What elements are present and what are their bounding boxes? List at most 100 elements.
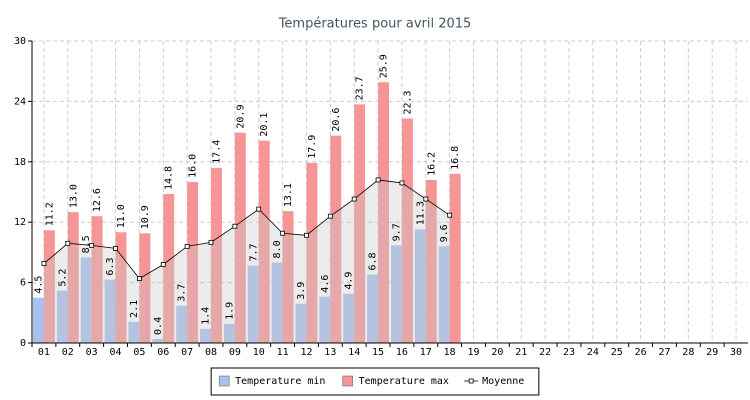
legend-swatch [342, 375, 353, 387]
data-label: 16.2 [426, 152, 437, 176]
x-tick-label: 22 [539, 347, 551, 358]
data-label: 8.5 [81, 235, 92, 253]
x-tick-label: 19 [468, 347, 480, 358]
x-tick-label: 07 [181, 347, 193, 358]
marker [89, 242, 95, 248]
bar [223, 323, 235, 343]
data-label: 9.7 [391, 223, 402, 241]
bar [104, 279, 116, 343]
x-tick-label: 23 [563, 347, 575, 358]
x-tick-label: 13 [324, 347, 336, 358]
data-label: 20.6 [331, 108, 342, 132]
marker [113, 245, 118, 251]
data-label: 8.0 [272, 240, 283, 258]
legend-label: Moyenne [482, 376, 524, 387]
bar [67, 212, 79, 343]
bar [187, 181, 199, 343]
y-tick-label: 30 [14, 36, 26, 47]
x-tick-label: 05 [133, 347, 145, 358]
bar [306, 162, 318, 343]
x-tick-label: 03 [86, 347, 98, 358]
bar [33, 297, 44, 343]
data-label: 13.0 [68, 184, 79, 208]
data-label: 11.2 [44, 202, 55, 226]
x-tick-label: 01 [38, 347, 50, 358]
data-label: 4.9 [344, 272, 355, 290]
bar [401, 118, 413, 343]
bar [211, 167, 222, 343]
x-tick-label: 20 [491, 347, 503, 358]
data-label: 17.4 [211, 140, 222, 164]
y-tick-label: 0 [20, 338, 26, 349]
x-tick-label: 10 [253, 347, 265, 358]
data-label: 1.9 [224, 302, 235, 320]
x-tick-label: 09 [229, 347, 241, 358]
bar [330, 135, 342, 343]
y-tick-label: 6 [20, 278, 26, 289]
x-tick-label: 04 [110, 347, 122, 358]
x-tick-label: 27 [658, 347, 670, 358]
marker [375, 177, 381, 183]
bar [354, 104, 366, 343]
bar [343, 293, 355, 343]
data-label: 25.9 [379, 54, 390, 78]
bar [425, 179, 437, 343]
x-tick-label: 29 [706, 347, 718, 358]
marker [423, 196, 429, 202]
bar [139, 233, 151, 343]
bar [449, 173, 461, 343]
data-label: 6.8 [368, 252, 379, 270]
data-label: 23.7 [355, 76, 366, 100]
data-label: 4.5 [33, 276, 44, 294]
data-label: 4.6 [320, 275, 331, 293]
marker [399, 180, 405, 186]
x-tick-label: 28 [682, 347, 694, 358]
data-label: 12.6 [92, 188, 103, 212]
marker [160, 262, 166, 267]
bar [176, 305, 188, 343]
bar [271, 262, 283, 343]
marker [136, 276, 142, 281]
data-label: 3.9 [296, 282, 307, 300]
bar [247, 265, 259, 343]
data-label: 16.8 [450, 146, 461, 170]
x-tick-label: 15 [372, 347, 384, 358]
data-label: 2.1 [129, 300, 140, 318]
bar [56, 290, 68, 343]
bar [234, 132, 246, 343]
legend-label: Temperature min [235, 376, 325, 387]
y-tick-label: 24 [14, 96, 26, 107]
data-label: 17.9 [307, 135, 318, 159]
bar [115, 232, 127, 343]
marker [447, 212, 453, 218]
x-tick-label: 21 [515, 347, 527, 358]
bar [378, 82, 389, 344]
marker [65, 240, 71, 246]
line [43, 179, 450, 280]
x-tick-label: 18 [444, 347, 456, 358]
marker [208, 239, 214, 245]
bar [295, 303, 307, 343]
bar [319, 296, 331, 343]
data-label: 20.9 [235, 105, 246, 129]
x-tick-label: 06 [157, 347, 169, 358]
data-label: 3.7 [177, 284, 188, 302]
data-label: 0.4 [153, 317, 164, 335]
x-tick-label: 16 [396, 347, 408, 358]
data-label: 11.3 [415, 201, 426, 225]
data-label: 20.1 [259, 113, 270, 137]
y-tick-label: 12 [14, 217, 26, 228]
data-label: 10.9 [140, 205, 151, 229]
marker [351, 196, 357, 202]
data-label: 14.8 [164, 166, 175, 190]
data-label: 7.7 [248, 243, 259, 261]
bar [91, 216, 103, 343]
bar [438, 246, 450, 343]
bar [43, 230, 55, 343]
bar [80, 257, 92, 343]
bar [200, 328, 211, 343]
marker [327, 213, 333, 219]
legend-swatch [218, 375, 230, 387]
